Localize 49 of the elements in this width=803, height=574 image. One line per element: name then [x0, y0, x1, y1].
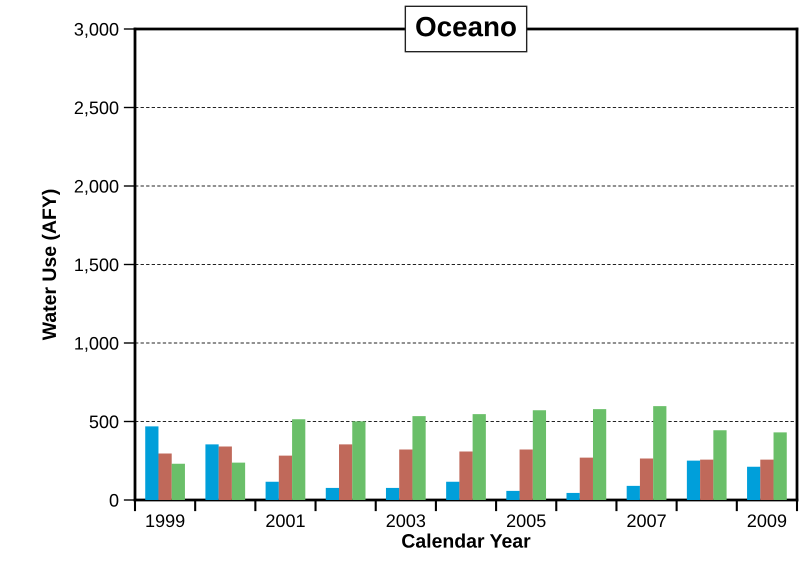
y-tick-label: 1,500 — [75, 258, 118, 274]
bar — [218, 446, 232, 500]
bar — [580, 458, 593, 500]
bar — [326, 488, 340, 500]
x-tick-label: 2001 — [266, 514, 305, 528]
bar — [760, 460, 774, 500]
bar — [172, 464, 185, 500]
bar — [145, 426, 158, 500]
bar — [713, 430, 727, 500]
bar — [459, 451, 473, 500]
bar — [412, 416, 426, 500]
y-tick-label: 2,000 — [74, 180, 118, 195]
y-tick-label: 2,500 — [74, 101, 118, 116]
bar — [386, 488, 400, 500]
bar — [506, 490, 520, 500]
bar — [232, 462, 246, 500]
bar — [747, 466, 760, 500]
y-tick-label: 3,000 — [74, 22, 118, 38]
bar — [446, 482, 460, 500]
bar — [266, 482, 279, 500]
x-tick-label: 2003 — [386, 514, 426, 528]
x-tick-label: 2009 — [748, 514, 786, 528]
y-tick-label: 0 — [110, 494, 118, 507]
bar — [472, 414, 486, 500]
chart-title: Oceano — [416, 16, 516, 36]
y-tick-label: 1,000 — [75, 336, 118, 352]
bar — [640, 458, 654, 500]
bar — [352, 421, 366, 500]
bar — [205, 444, 219, 500]
bar — [774, 432, 787, 500]
bar — [278, 456, 292, 500]
bar — [626, 486, 640, 500]
x-axis-title: Calendar Year — [402, 534, 530, 548]
bar — [399, 449, 412, 500]
bar — [158, 454, 172, 500]
bar — [566, 492, 580, 500]
bar — [592, 409, 606, 500]
y-axis-title: Water Use (AFY) — [42, 190, 60, 340]
x-tick-label: 2007 — [627, 514, 666, 528]
bar — [520, 449, 533, 500]
y-tick-label: 500 — [90, 415, 118, 428]
bar — [686, 460, 700, 500]
bar — [653, 406, 666, 500]
x-tick-label: 2005 — [507, 514, 546, 528]
bar — [532, 410, 546, 500]
bar — [292, 419, 306, 500]
bar — [700, 460, 714, 500]
bar — [339, 444, 352, 500]
x-tick-label: 1999 — [146, 514, 184, 528]
